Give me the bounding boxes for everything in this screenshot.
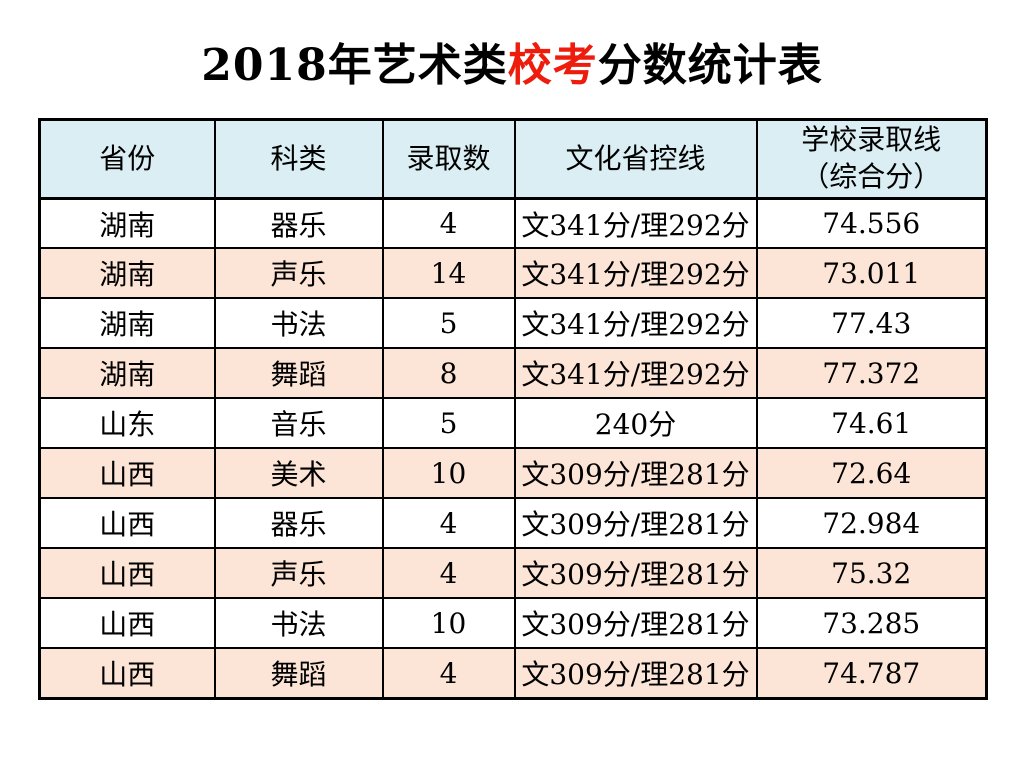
header-category: 科类 <box>213 118 384 200</box>
cell-admit-count: 8 <box>381 347 516 400</box>
score-table: 省份 科类 录取数 文化省控线 学校录取线 （综合分） 湖南 器乐 4 文341分/理… <box>38 117 988 700</box>
cell-control-line: 240分 <box>513 397 758 450</box>
cell-admission-line: 74.61 <box>755 397 988 450</box>
page: 2018年艺术类校考分数统计表 省份 科类 录取数 文化省控线 学校录取线 （综… <box>0 0 1024 700</box>
table-row: 山西 书法 10 文309分/理281分 73.285 <box>38 597 988 650</box>
header-admission-line: 学校录取线 （综合分） <box>755 118 988 200</box>
cell-province: 山西 <box>38 497 216 550</box>
cell-control-line: 文341分/理292分 <box>513 247 758 300</box>
table-row: 湖南 舞蹈 8 文341分/理292分 77.372 <box>38 347 988 400</box>
header-row: 省份 科类 录取数 文化省控线 学校录取线 （综合分） <box>38 118 988 200</box>
cell-control-line: 文309分/理281分 <box>513 497 758 550</box>
cell-province: 山西 <box>38 647 216 700</box>
cell-category: 声乐 <box>213 247 384 300</box>
cell-admission-line: 74.787 <box>755 647 988 700</box>
title-highlight: 校考 <box>507 40 598 91</box>
header-admit-count: 录取数 <box>381 118 516 200</box>
cell-admission-line: 77.372 <box>755 347 988 400</box>
cell-admit-count: 4 <box>381 647 516 700</box>
cell-province: 山西 <box>38 597 216 650</box>
cell-control-line: 文309分/理281分 <box>513 547 758 600</box>
table-row: 山西 声乐 4 文309分/理281分 75.32 <box>38 547 988 600</box>
cell-category: 舞蹈 <box>213 647 384 700</box>
cell-admission-line: 72.64 <box>755 447 988 500</box>
table-header: 省份 科类 录取数 文化省控线 学校录取线 （综合分） <box>38 118 988 200</box>
cell-province: 山西 <box>38 447 216 500</box>
cell-admission-line: 75.32 <box>755 547 988 600</box>
cell-admission-line: 73.011 <box>755 247 988 300</box>
cell-admit-count: 10 <box>381 597 516 650</box>
cell-category: 书法 <box>213 297 384 350</box>
cell-control-line: 文309分/理281分 <box>513 447 758 500</box>
cell-admission-line: 77.43 <box>755 297 988 350</box>
header-control-line: 文化省控线 <box>513 118 758 200</box>
cell-province: 山西 <box>38 547 216 600</box>
cell-control-line: 文309分/理281分 <box>513 647 758 700</box>
cell-province: 湖南 <box>38 197 216 250</box>
title-prefix: 2018年艺术类 <box>201 40 508 91</box>
cell-admit-count: 5 <box>381 297 516 350</box>
table-row: 湖南 声乐 14 文341分/理292分 73.011 <box>38 247 988 300</box>
page-title: 2018年艺术类校考分数统计表 <box>0 0 1024 93</box>
table-row: 湖南 器乐 4 文341分/理292分 74.556 <box>38 197 988 250</box>
cell-province: 湖南 <box>38 347 216 400</box>
cell-admit-count: 4 <box>381 197 516 250</box>
cell-control-line: 文309分/理281分 <box>513 597 758 650</box>
table-row: 山西 舞蹈 4 文309分/理281分 74.787 <box>38 647 988 700</box>
table-body: 湖南 器乐 4 文341分/理292分 74.556 湖南 声乐 14 文341分/理292分 7… <box>38 197 988 700</box>
cell-control-line: 文341分/理292分 <box>513 197 758 250</box>
cell-admission-line: 73.285 <box>755 597 988 650</box>
cell-category: 器乐 <box>213 497 384 550</box>
cell-admission-line: 74.556 <box>755 197 988 250</box>
cell-admit-count: 14 <box>381 247 516 300</box>
cell-admission-line: 72.984 <box>755 497 988 550</box>
cell-admit-count: 10 <box>381 447 516 500</box>
table-row: 湖南 书法 5 文341分/理292分 77.43 <box>38 297 988 350</box>
table-row: 山西 器乐 4 文309分/理281分 72.984 <box>38 497 988 550</box>
title-suffix: 分数统计表 <box>597 40 823 91</box>
cell-control-line: 文341分/理292分 <box>513 347 758 400</box>
table-row: 山西 美术 10 文309分/理281分 72.64 <box>38 447 988 500</box>
cell-category: 书法 <box>213 597 384 650</box>
cell-province: 湖南 <box>38 247 216 300</box>
header-province: 省份 <box>38 118 216 200</box>
cell-category: 音乐 <box>213 397 384 450</box>
cell-admit-count: 4 <box>381 497 516 550</box>
cell-province: 山东 <box>38 397 216 450</box>
cell-category: 美术 <box>213 447 384 500</box>
cell-province: 湖南 <box>38 297 216 350</box>
cell-control-line: 文341分/理292分 <box>513 297 758 350</box>
cell-category: 舞蹈 <box>213 347 384 400</box>
cell-admit-count: 4 <box>381 547 516 600</box>
table-row: 山东 音乐 5 240分 74.61 <box>38 397 988 450</box>
cell-category: 声乐 <box>213 547 384 600</box>
cell-category: 器乐 <box>213 197 384 250</box>
cell-admit-count: 5 <box>381 397 516 450</box>
